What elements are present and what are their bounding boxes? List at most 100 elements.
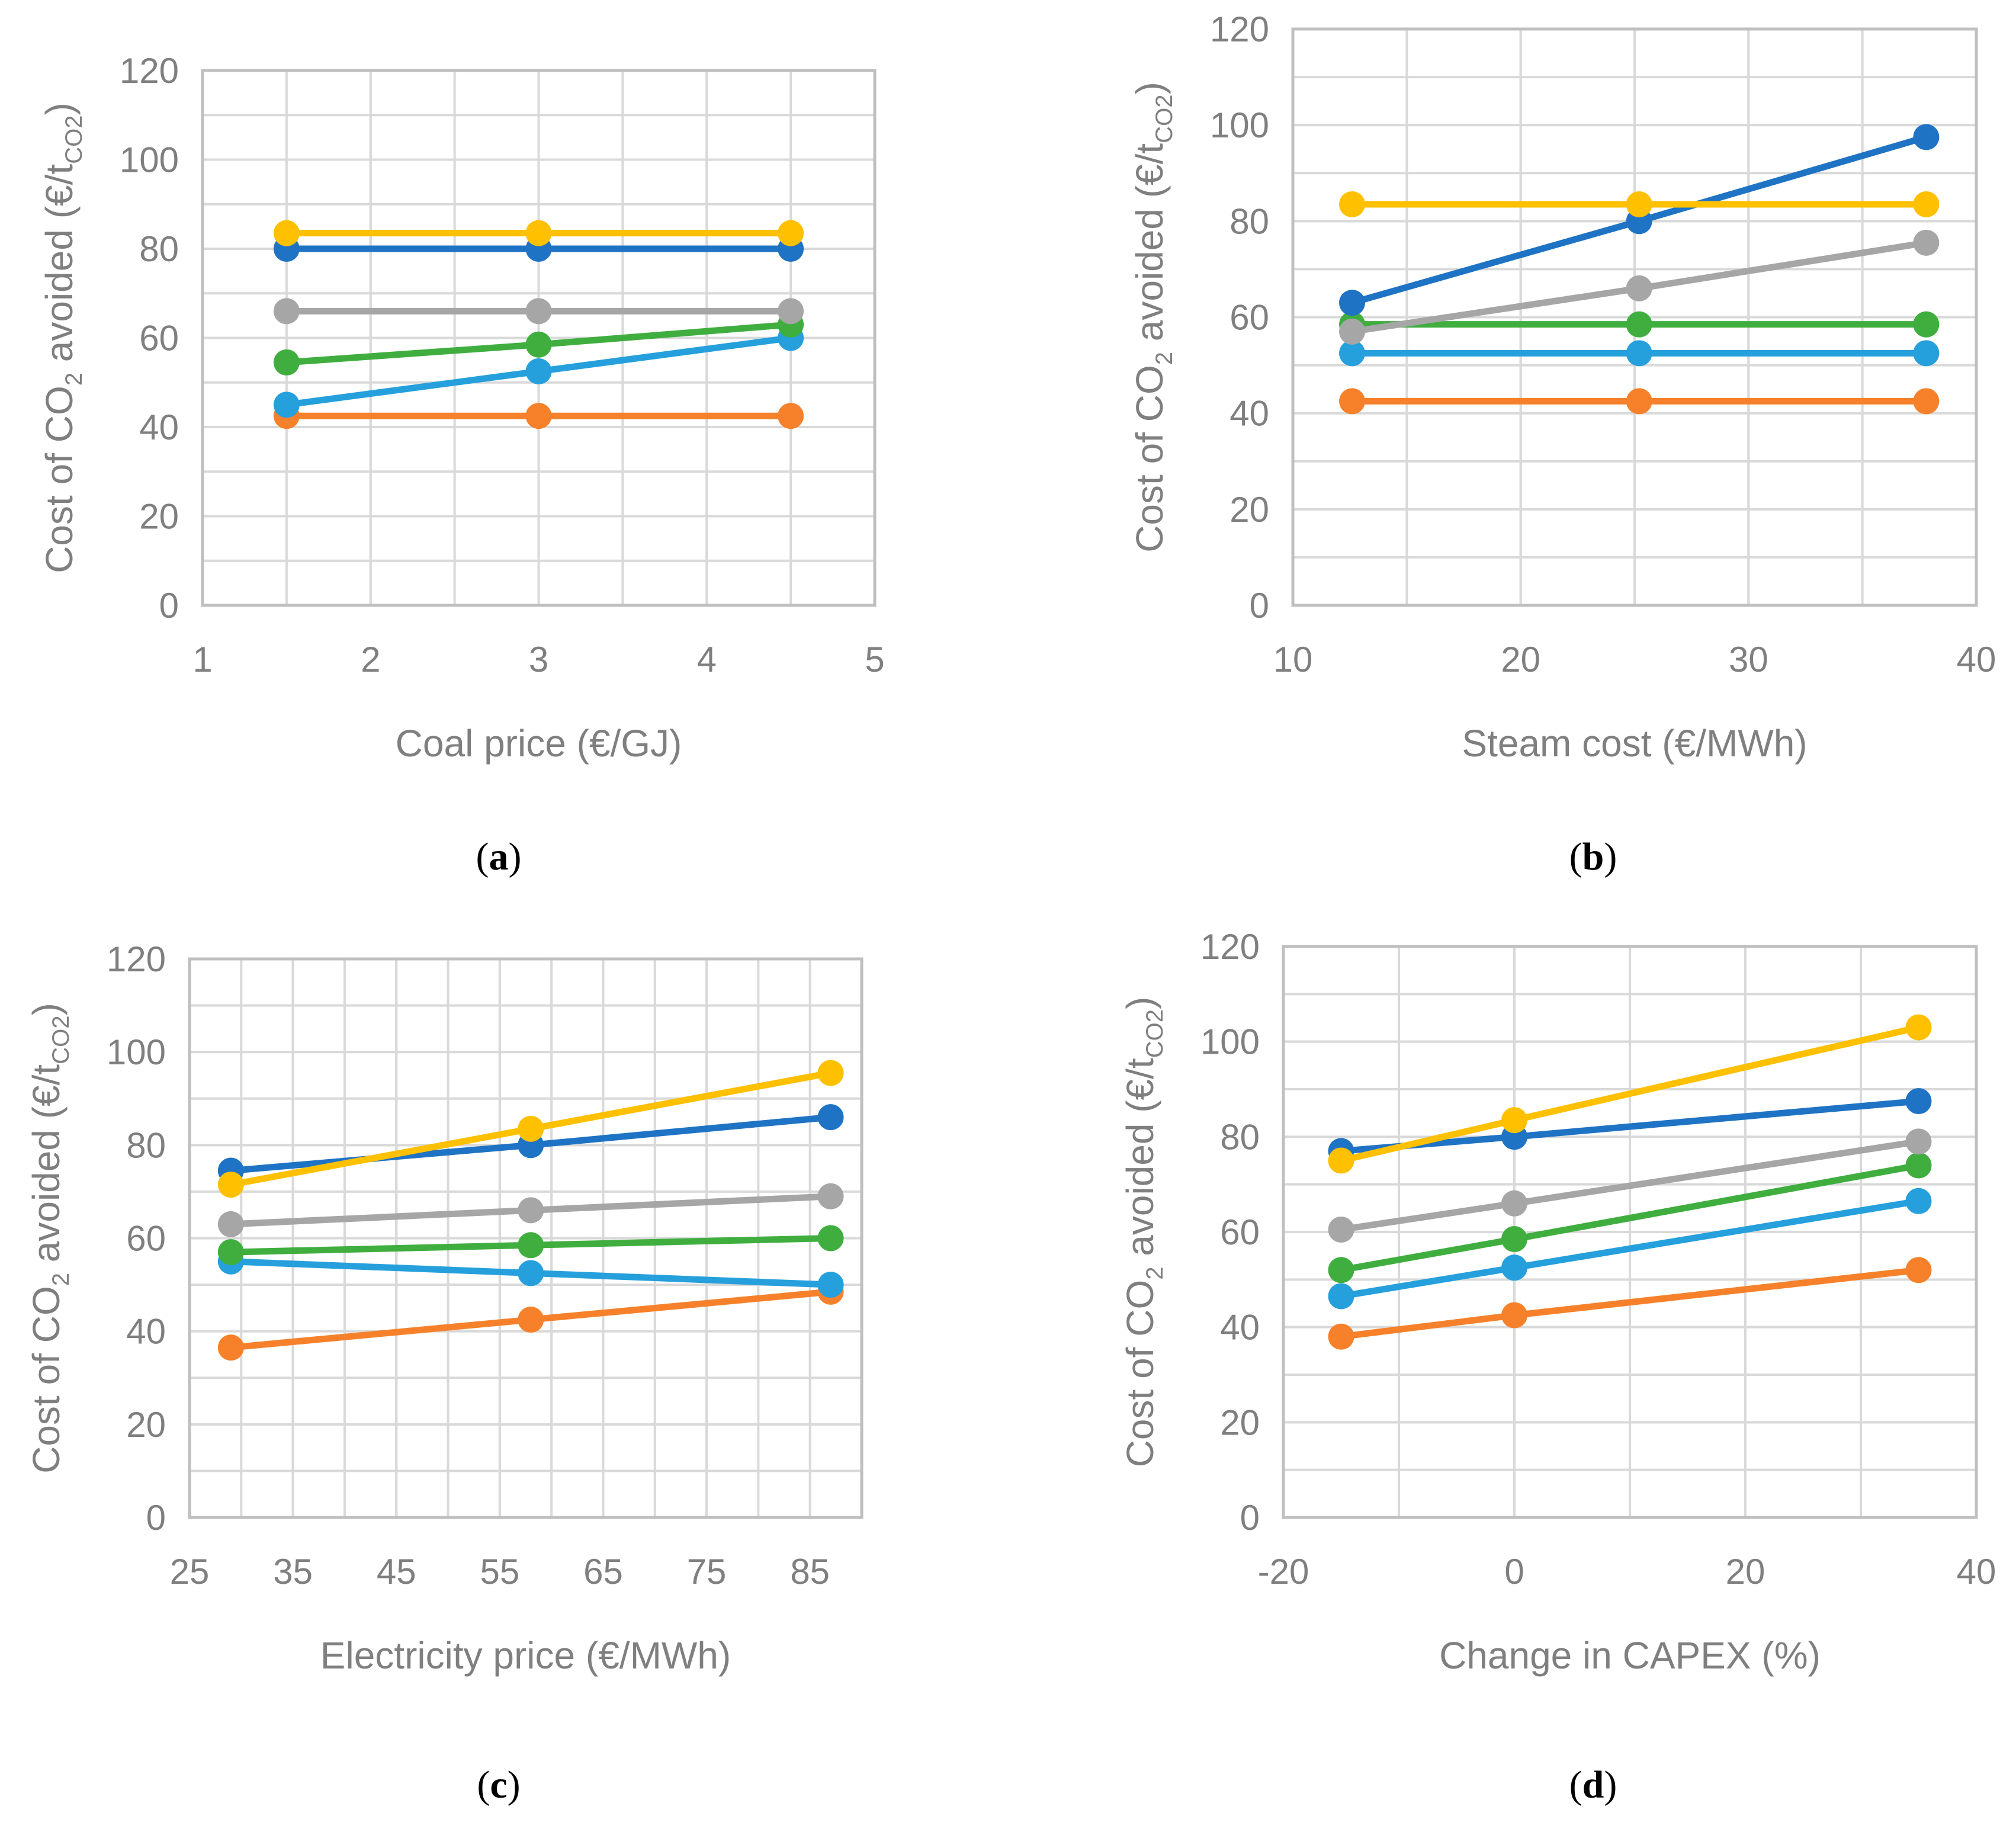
x-tick-label: 40 xyxy=(1957,640,1996,679)
y-tick-label: 20 xyxy=(126,1405,166,1445)
data-point-orange xyxy=(525,403,552,429)
data-point-lightblue xyxy=(1501,1254,1527,1281)
x-tick-label: -20 xyxy=(1258,1552,1309,1591)
chart-panel-b: 0 20 40 60 80 100 120 10 20 30 40 Steam cost (€/MWh… xyxy=(1128,9,1996,878)
y-axis-title-subscript: CO2 xyxy=(61,115,87,164)
y-axis-title-subscript: 2 xyxy=(48,1273,74,1286)
panel-label-close: ) xyxy=(1604,835,1617,878)
y-axis-title-part: Cost of CO xyxy=(1128,365,1171,553)
x-tick-label: 4 xyxy=(697,640,717,679)
panel-label-close: ) xyxy=(509,835,522,878)
data-point-blue xyxy=(1905,1088,1932,1115)
y-axis-title-subscript: 2 xyxy=(61,373,87,386)
data-point-yellow xyxy=(778,220,804,246)
panel-label-letter: b xyxy=(1582,835,1604,878)
x-axis-title: Electricity price (€/MWh) xyxy=(320,1634,731,1677)
y-tick-label: 0 xyxy=(1240,1498,1260,1538)
x-tick-label: 85 xyxy=(790,1552,830,1591)
y-tick-label: 20 xyxy=(1229,490,1269,530)
data-point-blue xyxy=(817,1104,844,1131)
y-tick-label: 120 xyxy=(107,939,166,979)
y-axis-title-part: Cost of CO xyxy=(38,386,81,573)
data-point-orange xyxy=(1328,1323,1354,1350)
data-point-yellow xyxy=(518,1115,544,1142)
y-tick-label: 80 xyxy=(1229,201,1269,241)
x-tick-label: 1 xyxy=(192,640,212,679)
y-tick-label: 0 xyxy=(159,586,179,625)
data-point-orange xyxy=(217,1334,244,1361)
y-tick-label: 120 xyxy=(1200,927,1260,967)
data-point-lightblue xyxy=(817,1272,844,1298)
y-axis-title-part: Cost of CO xyxy=(1119,1280,1161,1468)
y-axis-title-part: Cost of CO xyxy=(25,1286,68,1474)
y-tick-label: 120 xyxy=(120,51,179,91)
data-point-yellow xyxy=(273,220,300,246)
x-axis-title: Steam cost (€/MWh) xyxy=(1462,722,1807,765)
data-point-orange xyxy=(1339,388,1366,415)
data-point-lightblue xyxy=(518,1260,544,1286)
y-axis-title: Cost of CO2 avoided (€/tCO2) xyxy=(1119,997,1168,1468)
data-point-gray xyxy=(1905,1128,1932,1155)
y-axis-title: Cost of CO2 avoided (€/tCO2) xyxy=(1128,82,1177,553)
y-axis-title-subscript: 2 xyxy=(1142,1267,1168,1280)
y-axis-title-part: avoided (€/t xyxy=(1119,1058,1161,1266)
data-point-gray xyxy=(1339,318,1366,345)
y-axis-title-part: ) xyxy=(25,1003,68,1015)
y-tick-label: 40 xyxy=(139,407,179,447)
y-tick-label: 100 xyxy=(107,1032,166,1072)
data-point-yellow xyxy=(1501,1107,1527,1134)
data-point-yellow xyxy=(1913,191,1940,217)
y-tick-label: 100 xyxy=(1200,1022,1260,1062)
x-tick-label: 25 xyxy=(170,1552,210,1591)
data-point-yellow xyxy=(525,220,552,246)
data-point-green xyxy=(1905,1152,1932,1179)
y-tick-label: 40 xyxy=(126,1312,166,1352)
data-point-green xyxy=(817,1225,844,1252)
chart-panel-c: 0 20 40 60 80 100 120 25 35 45 55 65 75 85 Electricity… xyxy=(25,939,863,1806)
data-point-yellow xyxy=(217,1172,244,1198)
y-tick-label: 100 xyxy=(120,140,179,180)
y-tick-label: 0 xyxy=(146,1498,166,1538)
y-axis-title-part: ) xyxy=(1128,82,1171,94)
y-axis-title-part: ) xyxy=(38,102,81,115)
x-tick-label: 5 xyxy=(865,640,884,679)
x-axis-title: Change in CAPEX (%) xyxy=(1439,1634,1821,1677)
data-point-gray xyxy=(1913,229,1940,256)
data-point-yellow xyxy=(817,1060,844,1086)
data-point-orange xyxy=(1913,388,1940,415)
y-tick-label: 120 xyxy=(1210,9,1269,49)
y-axis-title-part: avoided (€/t xyxy=(1128,143,1171,352)
data-point-lightblue xyxy=(525,358,552,384)
y-axis-title-subscript: CO2 xyxy=(1151,95,1177,143)
chart-panel-a: 0 20 40 60 80 100 120 1 2 3 4 5 Coal price (€/GJ) Cos… xyxy=(38,51,885,878)
y-axis-title-part: ) xyxy=(1119,997,1161,1009)
data-point-orange xyxy=(518,1307,544,1333)
x-tick-label: 10 xyxy=(1273,640,1313,679)
data-point-orange xyxy=(1501,1302,1527,1329)
data-point-green xyxy=(273,349,300,376)
data-point-lightblue xyxy=(1328,1283,1354,1310)
data-point-gray xyxy=(273,298,300,325)
panel-label: (d) xyxy=(1569,1763,1617,1806)
panel-label-close: ) xyxy=(1604,1763,1617,1806)
y-tick-label: 80 xyxy=(139,229,179,269)
panel-label-letter: d xyxy=(1582,1763,1604,1806)
x-tick-label: 30 xyxy=(1729,640,1768,679)
data-point-orange xyxy=(1905,1257,1932,1283)
data-point-lightblue xyxy=(1905,1188,1932,1214)
x-tick-label: 3 xyxy=(529,640,548,679)
panel-label-close: ) xyxy=(508,1763,521,1806)
data-point-lightblue xyxy=(1339,340,1366,367)
data-point-gray xyxy=(1328,1216,1354,1243)
data-point-yellow xyxy=(1328,1147,1354,1174)
data-point-lightblue xyxy=(1913,340,1940,367)
y-tick-label: 60 xyxy=(126,1219,166,1259)
y-tick-label: 20 xyxy=(139,497,179,537)
x-tick-label: 55 xyxy=(480,1552,519,1591)
y-axis-title-subscript: CO2 xyxy=(48,1016,74,1064)
data-point-gray xyxy=(217,1211,244,1237)
data-point-gray xyxy=(525,298,552,325)
panel-label-letter: c xyxy=(490,1763,507,1806)
y-axis-title-subscript: 2 xyxy=(1151,352,1177,365)
y-tick-label: 60 xyxy=(1220,1212,1260,1252)
